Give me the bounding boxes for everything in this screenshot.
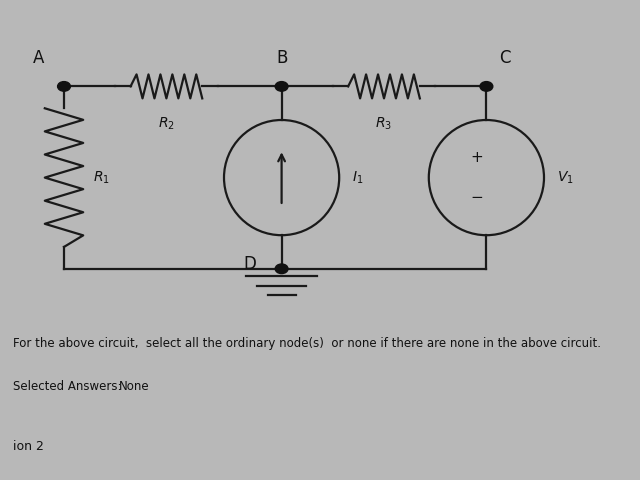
Circle shape bbox=[480, 82, 493, 91]
Circle shape bbox=[275, 82, 288, 91]
Text: $I_1$: $I_1$ bbox=[352, 169, 364, 186]
Text: For the above circuit,  select all the ordinary node(s)  or none if there are no: For the above circuit, select all the or… bbox=[13, 336, 601, 350]
Text: ion 2: ion 2 bbox=[13, 440, 44, 453]
Text: A: A bbox=[33, 49, 44, 67]
Text: D: D bbox=[243, 255, 256, 273]
Text: C: C bbox=[499, 49, 511, 67]
Text: $R_2$: $R_2$ bbox=[158, 115, 175, 132]
Text: −: − bbox=[470, 190, 483, 205]
Text: $V_1$: $V_1$ bbox=[557, 169, 573, 186]
Circle shape bbox=[275, 264, 288, 274]
Text: B: B bbox=[276, 49, 287, 67]
Text: None: None bbox=[118, 380, 149, 393]
Text: Selected Answers:: Selected Answers: bbox=[13, 380, 122, 393]
Circle shape bbox=[58, 82, 70, 91]
Text: $R_3$: $R_3$ bbox=[376, 115, 392, 132]
Text: $R_1$: $R_1$ bbox=[93, 169, 109, 186]
Text: +: + bbox=[470, 150, 483, 165]
